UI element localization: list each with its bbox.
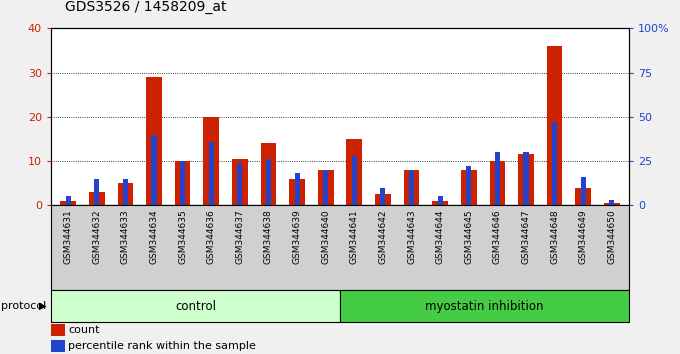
Bar: [461, 170, 477, 205]
Bar: [65, 196, 71, 205]
Text: percentile rank within the sample: percentile rank within the sample: [68, 341, 256, 352]
Bar: [524, 152, 528, 205]
Bar: [547, 46, 562, 205]
Text: GSM344650: GSM344650: [607, 210, 616, 264]
Bar: [552, 122, 557, 205]
Bar: [340, 290, 629, 322]
Bar: [152, 135, 156, 205]
Bar: [294, 173, 300, 205]
Text: GSM344649: GSM344649: [579, 210, 588, 264]
Bar: [146, 77, 162, 205]
Text: GSM344640: GSM344640: [321, 210, 330, 264]
Bar: [404, 170, 420, 205]
Text: control: control: [175, 300, 216, 313]
Bar: [51, 324, 65, 336]
Text: GSM344639: GSM344639: [292, 210, 301, 264]
Text: GSM344646: GSM344646: [493, 210, 502, 264]
Bar: [609, 200, 615, 205]
Bar: [89, 192, 105, 205]
Bar: [432, 201, 448, 205]
Text: GSM344642: GSM344642: [379, 210, 388, 264]
Bar: [575, 188, 591, 205]
Text: ▶: ▶: [39, 301, 47, 311]
Text: protocol: protocol: [1, 301, 46, 311]
Text: GSM344647: GSM344647: [522, 210, 530, 264]
Bar: [375, 194, 391, 205]
Bar: [175, 161, 190, 205]
Text: GDS3526 / 1458209_at: GDS3526 / 1458209_at: [65, 0, 226, 14]
Text: GSM344648: GSM344648: [550, 210, 559, 264]
Bar: [123, 179, 128, 205]
Bar: [118, 183, 133, 205]
Bar: [51, 290, 340, 322]
Text: count: count: [68, 325, 100, 336]
Bar: [495, 152, 500, 205]
Text: GSM344634: GSM344634: [150, 210, 158, 264]
Bar: [209, 142, 214, 205]
Bar: [518, 154, 534, 205]
Bar: [352, 156, 357, 205]
Bar: [581, 177, 585, 205]
Text: GSM344636: GSM344636: [207, 210, 216, 264]
Bar: [289, 179, 305, 205]
Text: GSM344635: GSM344635: [178, 210, 187, 264]
Bar: [604, 203, 619, 205]
Bar: [346, 139, 362, 205]
Bar: [95, 179, 99, 205]
Bar: [266, 159, 271, 205]
Text: GSM344632: GSM344632: [92, 210, 101, 264]
Bar: [409, 170, 414, 205]
Text: GSM344644: GSM344644: [436, 210, 445, 264]
Text: GSM344637: GSM344637: [235, 210, 244, 264]
Text: GSM344643: GSM344643: [407, 210, 416, 264]
Text: GSM344638: GSM344638: [264, 210, 273, 264]
Text: myostatin inhibition: myostatin inhibition: [425, 300, 544, 313]
Bar: [466, 166, 471, 205]
Bar: [203, 117, 219, 205]
Bar: [232, 159, 248, 205]
Bar: [51, 340, 65, 353]
Bar: [490, 161, 505, 205]
Bar: [318, 170, 334, 205]
Bar: [61, 201, 76, 205]
Text: GSM344645: GSM344645: [464, 210, 473, 264]
Bar: [380, 188, 386, 205]
Bar: [237, 163, 243, 205]
Bar: [323, 170, 328, 205]
Text: GSM344633: GSM344633: [121, 210, 130, 264]
Text: GSM344631: GSM344631: [64, 210, 73, 264]
Bar: [260, 143, 276, 205]
Text: GSM344641: GSM344641: [350, 210, 359, 264]
Bar: [437, 196, 443, 205]
Bar: [180, 161, 185, 205]
